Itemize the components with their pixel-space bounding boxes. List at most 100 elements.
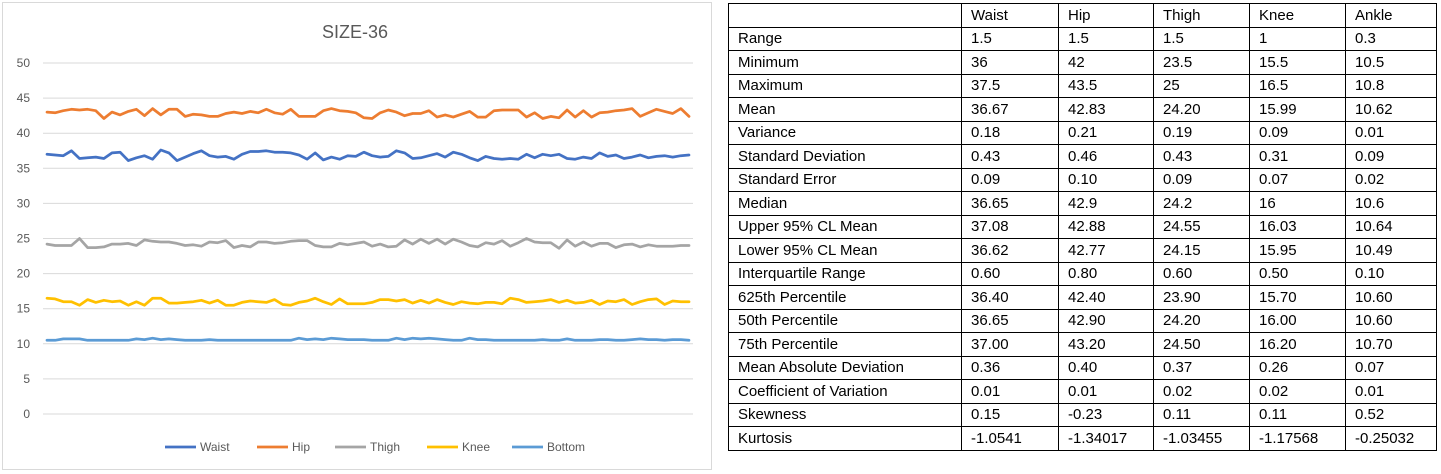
table-row: Variance 0.18 0.21 0.19 0.09 0.01 — [728, 120, 1437, 145]
value-cell: 36.65 — [961, 191, 1059, 216]
value-cell: 0.50 — [1249, 261, 1346, 286]
value-cell: 23.90 — [1153, 285, 1250, 310]
y-tick-label: 25 — [17, 232, 31, 246]
y-tick-label: 30 — [17, 196, 31, 210]
series-lines — [45, 107, 691, 342]
series-line-waist — [45, 148, 691, 162]
value-cell: 36.40 — [961, 285, 1059, 310]
series-line-hip — [45, 107, 691, 120]
value-cell: 0.80 — [1058, 261, 1154, 286]
y-tick-label: 10 — [17, 337, 31, 351]
row-label-cell: Kurtosis — [728, 426, 962, 451]
value-cell: 0.43 — [961, 144, 1059, 169]
value-cell: 0.02 — [1153, 379, 1250, 404]
value-cell: 0.01 — [961, 379, 1059, 404]
y-tick-label: 50 — [17, 56, 31, 70]
value-cell: 0.40 — [1058, 355, 1154, 380]
row-label-cell: Lower 95% CL Mean — [728, 238, 962, 263]
value-cell: 0.02 — [1249, 379, 1346, 404]
value-cell: 15.70 — [1249, 285, 1346, 310]
value-cell: 10.60 — [1345, 285, 1437, 310]
value-cell: 36.65 — [961, 308, 1059, 333]
value-cell: 10.6 — [1345, 191, 1437, 216]
value-cell: 0.09 — [1153, 167, 1250, 192]
value-cell: 0.60 — [1153, 261, 1250, 286]
series-line-bottom — [45, 336, 691, 342]
row-label-cell: Interquartile Range — [728, 261, 962, 286]
table-row: Coefficient of Variation 0.01 0.01 0.02 0.02… — [728, 379, 1437, 404]
value-cell: 0.09 — [1345, 144, 1437, 169]
y-axis-tick-labels: 0 5 10 15 20 25 30 35 40 45 50 — [17, 56, 31, 421]
value-cell: 10.5 — [1345, 50, 1437, 75]
value-cell: 0.3 — [1345, 26, 1437, 51]
row-label-cell: Median — [728, 191, 962, 216]
value-cell: Knee — [1249, 3, 1346, 28]
table-row: 75th Percentile 37.00 43.20 24.50 16.20 10.70 — [728, 332, 1437, 357]
value-cell: 10.64 — [1345, 214, 1437, 239]
value-cell: 42.40 — [1058, 285, 1154, 310]
value-cell: 42.83 — [1058, 97, 1154, 122]
value-cell: 0.18 — [961, 120, 1059, 145]
legend: Waist Hip Thigh Knee Bottom — [165, 440, 585, 454]
statistics-table: Waist Hip Thigh Knee Ankle Range 1.5 1.5 1.5 1 0.3… — [728, 3, 1437, 451]
value-cell: 37.5 — [961, 73, 1059, 98]
table-row: Range 1.5 1.5 1.5 1 0.3 — [728, 26, 1437, 51]
row-label-cell: Variance — [728, 120, 962, 145]
value-cell: 42 — [1058, 50, 1154, 75]
value-cell: 42.90 — [1058, 308, 1154, 333]
y-tick-label: 5 — [23, 372, 30, 386]
value-cell: 37.00 — [961, 332, 1059, 357]
value-cell: 1 — [1249, 26, 1346, 51]
row-label-cell: 625th Percentile — [728, 285, 962, 310]
table-row: Mean Absolute Deviation 0.36 0.40 0.37 0.26 0… — [728, 355, 1437, 380]
y-tick-label: 45 — [17, 91, 31, 105]
value-cell: 0.31 — [1249, 144, 1346, 169]
value-cell: 24.20 — [1153, 308, 1250, 333]
value-cell: 15.95 — [1249, 238, 1346, 263]
value-cell: 10.8 — [1345, 73, 1437, 98]
table-row: Interquartile Range 0.60 0.80 0.60 0.50 0.10 — [728, 261, 1437, 286]
y-tick-label: 35 — [17, 161, 31, 175]
value-cell: 16.5 — [1249, 73, 1346, 98]
value-cell: 24.15 — [1153, 238, 1250, 263]
value-cell: Hip — [1058, 3, 1154, 28]
legend-label: Waist — [200, 440, 230, 454]
row-label-cell — [728, 3, 962, 28]
value-cell: 0.01 — [1058, 379, 1154, 404]
value-cell: 10.60 — [1345, 308, 1437, 333]
table-row: Kurtosis -1.0541 -1.34017 -1.03455 -1.17568-… — [728, 426, 1437, 451]
value-cell: 0.46 — [1058, 144, 1154, 169]
table-row: 50th Percentile 36.65 42.90 24.20 16.00 10.60 — [728, 308, 1437, 333]
series-line-knee — [45, 296, 691, 307]
value-cell: 0.11 — [1249, 402, 1346, 427]
row-label-cell: Range — [728, 26, 962, 51]
table-row: Skewness 0.15 -0.23 0.11 0.11 0.52 — [728, 402, 1437, 427]
table-row: Median 36.65 42.9 24.2 16 10.6 — [728, 191, 1437, 216]
value-cell: 0.37 — [1153, 355, 1250, 380]
row-label-cell: Mean Absolute Deviation — [728, 355, 962, 380]
row-label-cell: Mean — [728, 97, 962, 122]
series-line-thigh — [45, 237, 691, 250]
table-row: Maximum 37.5 43.5 25 16.5 10.8 — [728, 73, 1437, 98]
row-label-cell: 75th Percentile — [728, 332, 962, 357]
value-cell: 0.21 — [1058, 120, 1154, 145]
value-cell: -1.17568 — [1249, 426, 1346, 451]
value-cell: 1.5 — [1058, 26, 1154, 51]
value-cell: 0.36 — [961, 355, 1059, 380]
value-cell: 23.5 — [1153, 50, 1250, 75]
value-cell: 42.77 — [1058, 238, 1154, 263]
value-cell: 24.2 — [1153, 191, 1250, 216]
table-row: Upper 95% CL Mean 37.08 42.88 24.55 16.03 10.… — [728, 214, 1437, 239]
value-cell: 0.09 — [961, 167, 1059, 192]
value-cell: 0.19 — [1153, 120, 1250, 145]
table-row: Minimum 36 42 23.5 15.5 10.5 — [728, 50, 1437, 75]
value-cell: -1.03455 — [1153, 426, 1250, 451]
value-cell: 16 — [1249, 191, 1346, 216]
value-cell: 36.62 — [961, 238, 1059, 263]
value-cell: 43.5 — [1058, 73, 1154, 98]
row-label-cell: Upper 95% CL Mean — [728, 214, 962, 239]
value-cell: 42.9 — [1058, 191, 1154, 216]
value-cell: 16.03 — [1249, 214, 1346, 239]
value-cell: 16.00 — [1249, 308, 1346, 333]
value-cell: 25 — [1153, 73, 1250, 98]
